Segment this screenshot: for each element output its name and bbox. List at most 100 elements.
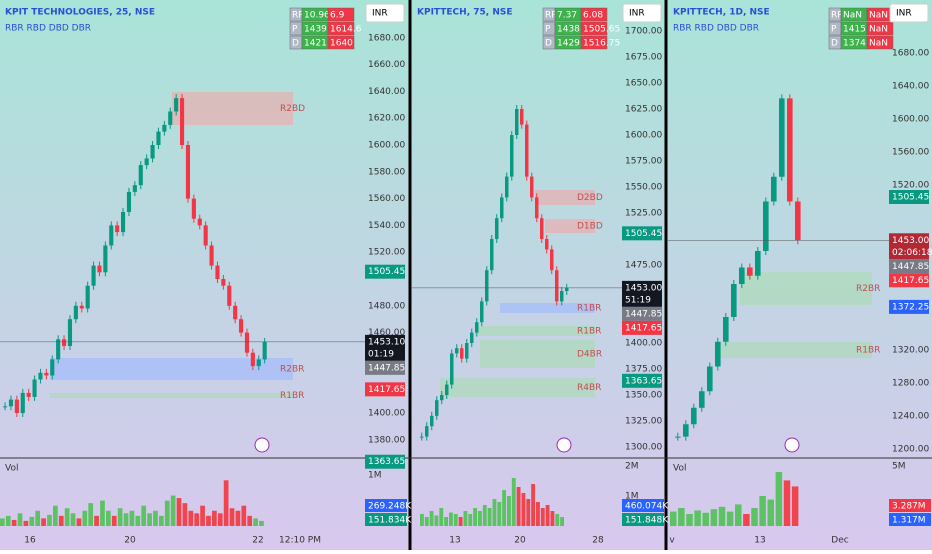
zone: [172, 92, 293, 125]
volume-bar: [11, 519, 17, 526]
info-text: P: [545, 25, 551, 35]
volume-bar: [420, 514, 424, 526]
info-text: D: [831, 39, 838, 49]
volume-bar: [241, 505, 247, 526]
info-text: NaN: [869, 25, 888, 35]
volume-bar: [560, 517, 565, 526]
volume-bar: [791, 486, 799, 526]
volume-bar: [117, 508, 123, 526]
volume-bar: [463, 511, 468, 526]
volume-bar: [678, 508, 685, 526]
candle: [440, 395, 444, 401]
candle: [763, 201, 769, 251]
volume-tick-label: 1M: [368, 471, 382, 481]
volume-bar: [507, 496, 511, 526]
candle: [560, 291, 564, 302]
candle: [156, 131, 161, 145]
candle: [450, 353, 454, 385]
volume-bar: [135, 515, 141, 526]
price-tick-label: 1660.00: [368, 60, 405, 70]
volume-tick-label: 2M: [625, 462, 639, 472]
candle: [250, 352, 255, 367]
volume-bar: [88, 503, 94, 526]
candle: [540, 218, 544, 239]
volume-bar: [735, 504, 742, 526]
title: KPIT TECHNOLOGIES, 25, NSE: [5, 8, 155, 18]
volume-bar: [555, 514, 560, 526]
candle: [26, 392, 31, 397]
volume-bar: [540, 508, 545, 526]
volume-bar: [229, 508, 235, 526]
candle: [209, 245, 214, 266]
candle: [168, 111, 173, 125]
price-tick-label: 1625.00: [625, 105, 662, 115]
zone: [535, 190, 595, 205]
alert-icon: [556, 437, 572, 453]
candle: [707, 366, 713, 392]
info-text: 1438.2: [557, 25, 589, 35]
title: KPITTECH, 75, NSE: [417, 8, 512, 18]
candle: [197, 218, 202, 226]
price-tag: [889, 299, 929, 314]
currency[interactable]: INR: [629, 9, 645, 19]
volume-bar: [670, 511, 677, 526]
volume-bar: [478, 511, 482, 526]
candle: [420, 436, 424, 438]
info-text: RR: [831, 11, 844, 21]
zone-label: D2BD: [577, 193, 603, 203]
volume-tag-label: 269.248K: [368, 502, 412, 512]
candle: [115, 225, 120, 233]
candle: [233, 305, 238, 320]
candle: [779, 98, 785, 177]
volume-bar: [64, 508, 70, 526]
candle: [244, 332, 250, 353]
volume-bar: [686, 514, 693, 526]
price-tick-label: 1325.00: [625, 417, 662, 427]
candle: [38, 372, 43, 380]
info-text: 1415: [843, 25, 866, 35]
alert-icon: [254, 437, 270, 453]
volume-bar: [253, 518, 258, 526]
volume-bar: [235, 510, 241, 526]
price-tick-label: 1375.00: [625, 365, 662, 375]
volume-bar: [531, 484, 536, 526]
info-text: 1439.3: [304, 25, 336, 35]
volume-bar: [710, 509, 718, 526]
zone: [480, 340, 595, 368]
price-tag: [365, 382, 405, 397]
candle: [67, 319, 73, 346]
info-text: 1429.05: [557, 39, 594, 49]
info-cell: [580, 7, 608, 22]
zone: [50, 358, 293, 380]
volume-bar: [429, 511, 434, 526]
volume-bar: [767, 499, 774, 526]
candle: [203, 225, 208, 246]
candle: [132, 185, 137, 192]
volume-tag-label: 151.834K: [368, 516, 412, 526]
zone-label: D4BR: [577, 350, 602, 360]
currency-box[interactable]: [365, 3, 405, 23]
currency-box[interactable]: [889, 3, 929, 23]
currency-box[interactable]: [622, 3, 662, 23]
price-tag: [365, 334, 405, 361]
volume-bar: [141, 505, 147, 526]
currency[interactable]: INR: [896, 9, 912, 19]
zone: [715, 342, 872, 358]
currency[interactable]: INR: [372, 9, 388, 19]
volume-bar: [487, 508, 492, 526]
candle: [520, 109, 524, 125]
candle: [525, 124, 529, 177]
zone-label: R1BR: [856, 346, 880, 356]
volume-tag: [622, 513, 664, 526]
candle: [185, 145, 191, 199]
candle: [50, 359, 55, 376]
volume-bar: [217, 513, 223, 526]
candle: [215, 265, 220, 279]
price-tag-label: 1453.10: [368, 337, 405, 347]
candle: [723, 317, 729, 342]
candle: [430, 415, 434, 427]
price-tag-label: 1363.65: [625, 376, 662, 386]
volume-bar: [545, 505, 550, 526]
volume-bar: [434, 515, 439, 526]
